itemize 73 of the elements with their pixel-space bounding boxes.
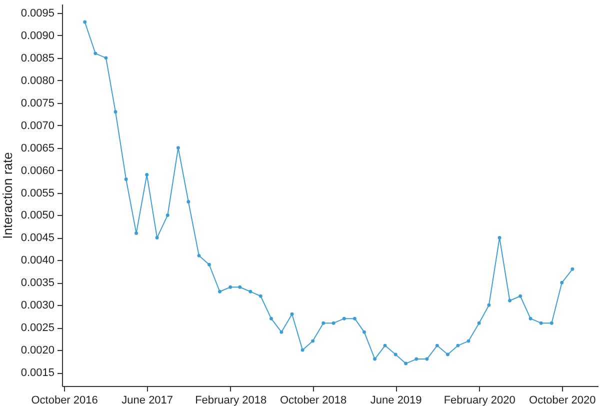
y-tick-label: 0.0025 [20, 322, 54, 334]
y-tick-label: 0.0040 [20, 254, 54, 267]
point [145, 173, 149, 177]
point [528, 316, 532, 320]
point [404, 362, 408, 366]
y-tick-label: 0.0015 [20, 367, 54, 380]
point [176, 146, 180, 150]
point [570, 267, 574, 271]
point [456, 344, 460, 348]
y-tick-label: 0.0030 [20, 300, 54, 312]
point [487, 303, 491, 307]
point [197, 254, 201, 258]
y-axis-title: Interaction rate [0, 152, 15, 239]
y-tick-label: 0.0080 [20, 74, 54, 87]
point [238, 285, 242, 289]
point [269, 316, 273, 320]
y-tick-label: 0.0045 [20, 232, 54, 244]
point [290, 312, 294, 316]
y-tick-label: 0.0095 [20, 7, 54, 20]
x-tick-label: October 2018 [280, 394, 347, 406]
point [311, 339, 315, 343]
point [508, 298, 512, 302]
y-tick-label: 0.0075 [20, 97, 54, 110]
point [104, 56, 108, 60]
point [134, 231, 138, 235]
y-tick-label: 0.0065 [20, 142, 54, 154]
point [394, 352, 398, 356]
point [218, 290, 222, 294]
point [258, 294, 262, 298]
point [322, 321, 326, 325]
point [332, 321, 336, 325]
point [518, 294, 522, 298]
point [280, 330, 284, 334]
x-tick-label: October 2016 [31, 394, 98, 406]
point [550, 321, 554, 325]
point [383, 344, 387, 348]
point [300, 348, 304, 352]
point [248, 290, 252, 294]
x-tick-label: June 2019 [370, 394, 422, 406]
point [560, 280, 564, 284]
y-tick-label: 0.0085 [20, 52, 54, 64]
point [446, 352, 450, 356]
y-tick-label: 0.0035 [20, 277, 54, 290]
y-tick-label: 0.0070 [20, 120, 54, 132]
point [124, 178, 128, 181]
y-tick-label: 0.0020 [20, 344, 54, 357]
point [155, 236, 159, 240]
x-tick-label: June 2017 [122, 394, 174, 406]
point [114, 110, 118, 114]
point [166, 213, 170, 217]
y-tick-label: 0.0055 [20, 187, 54, 200]
point [83, 20, 87, 24]
point [342, 316, 346, 320]
point [228, 285, 232, 289]
x-tick-label: February 2018 [195, 394, 267, 406]
point [477, 321, 481, 325]
point [352, 316, 356, 320]
point [362, 330, 366, 334]
point [498, 236, 502, 240]
point [425, 357, 429, 361]
point [435, 344, 439, 348]
point [414, 357, 418, 361]
point [207, 262, 211, 266]
y-tick-label: 0.0060 [20, 164, 54, 177]
point [186, 200, 190, 204]
point [94, 52, 98, 56]
point [539, 321, 543, 325]
y-tick-label: 0.0090 [20, 30, 54, 42]
point [373, 357, 377, 361]
y-tick-label: 0.0050 [20, 210, 54, 222]
x-tick-label: October 2020 [529, 394, 596, 406]
point [466, 339, 470, 343]
x-tick-label: February 2020 [444, 394, 516, 406]
